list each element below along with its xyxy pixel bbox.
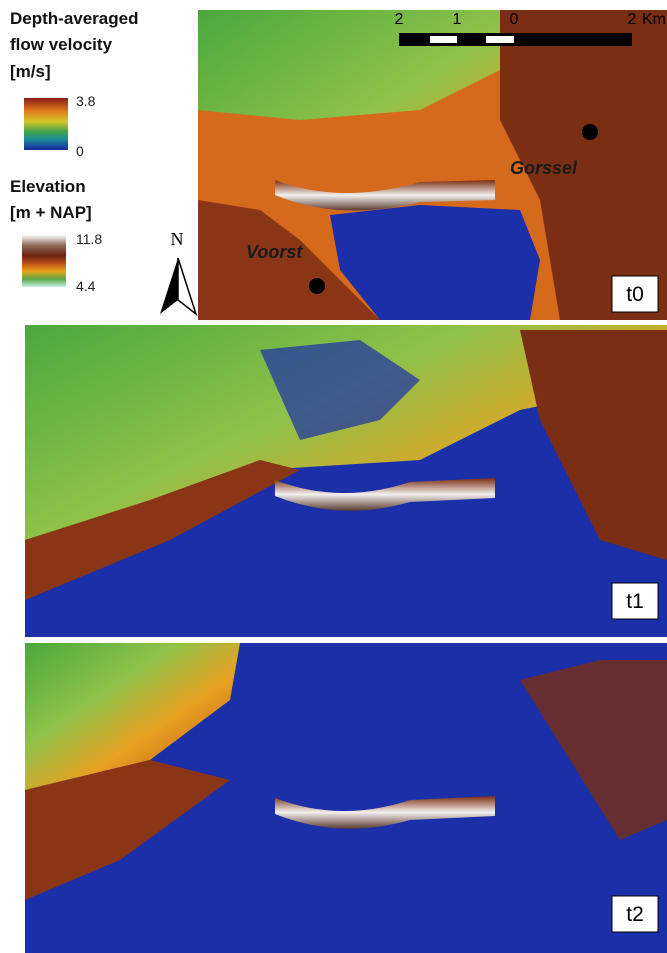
legend-title: [m + NAP]: [10, 203, 92, 222]
legend-title: flow velocity: [10, 35, 113, 54]
place-label: Gorssel: [510, 158, 578, 178]
color-ramp: [22, 235, 66, 287]
north-arrow: [178, 258, 196, 314]
legend-value: 4.4: [76, 278, 96, 294]
page: {"legend": {"velocity_title": ["Depth-av…: [0, 0, 667, 953]
north-label: N: [171, 229, 184, 249]
scale-bar: [486, 36, 514, 43]
north-arrow: [160, 258, 178, 314]
legend-value: 0: [76, 143, 84, 159]
panel-label: t2: [626, 903, 644, 926]
scale-label: 2: [395, 11, 404, 28]
scale-label: 2: [628, 11, 637, 28]
legend-title: Depth-averaged: [10, 9, 138, 28]
legend-title: [m/s]: [10, 62, 51, 81]
panel-label: t0: [626, 283, 644, 306]
town-marker: [309, 278, 325, 294]
body: Depth-averaged flow velocity [m/s] 3.8 0…: [0, 0, 667, 953]
figure: Depth-averaged flow velocity [m/s] 3.8 0…: [0, 0, 667, 953]
legend-value: 3.8: [76, 93, 96, 109]
color-ramp: [24, 98, 68, 150]
map-panel: [25, 325, 667, 637]
panel-label: t1: [626, 590, 644, 613]
legend-title: Elevation: [10, 177, 86, 196]
legend-value: 11.8: [76, 231, 102, 247]
scale-unit: Km: [642, 11, 666, 28]
map-panel: [25, 643, 667, 953]
place-label: Voorst: [246, 242, 303, 262]
town-marker: [582, 124, 598, 140]
scale-bar: [430, 36, 457, 43]
scale-label: 0: [510, 11, 519, 28]
map-panel: [198, 10, 667, 320]
scale-label: 1: [453, 11, 462, 28]
